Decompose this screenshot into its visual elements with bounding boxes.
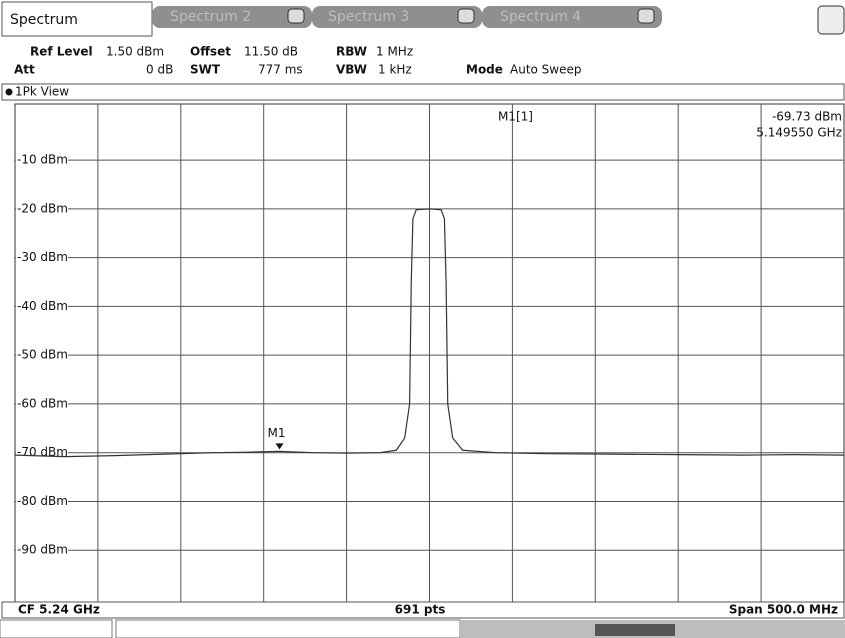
setting-label: SWT (190, 63, 221, 77)
setting-value: 0 dB (146, 63, 173, 77)
tick-label-bg (16, 543, 68, 558)
setting-value: 1 MHz (376, 45, 413, 59)
points: 691 pts (395, 603, 446, 617)
marker-readout-name: M1[1] (498, 110, 533, 124)
marker-symbol (275, 443, 284, 450)
y-tick-label: -90 dBm (17, 543, 68, 557)
tab-label[interactable]: Spectrum 3 (328, 9, 409, 25)
tick-label-bg (16, 494, 68, 509)
span: Span 500.0 MHz (729, 603, 838, 617)
close-button[interactable] (637, 8, 655, 24)
y-tick-label: -20 dBm (17, 201, 68, 215)
setting-label: Mode (466, 63, 503, 77)
tick-label-bg (16, 250, 68, 265)
tab-label[interactable]: Spectrum (10, 12, 78, 28)
menu-button[interactable] (817, 5, 845, 35)
y-tick-label: -80 dBm (17, 494, 68, 508)
view-header (1, 83, 845, 101)
tick-label-bg (16, 348, 68, 363)
setting-label: Offset (190, 45, 231, 59)
marker-label: M1 (268, 426, 286, 440)
tab[interactable] (482, 6, 662, 28)
setting-value: 777 ms (258, 63, 303, 77)
close-button[interactable] (457, 8, 475, 24)
tick-label-bg (16, 153, 68, 168)
y-tick-label: -40 dBm (17, 299, 68, 313)
y-tick-label: -70 dBm (17, 445, 68, 459)
trace (14, 208, 845, 458)
tab[interactable] (152, 6, 312, 28)
view-label: 1Pk View (15, 85, 69, 99)
status-box (115, 619, 461, 638)
status-indicator (595, 624, 675, 636)
y-tick-label: -60 dBm (17, 396, 68, 410)
setting-label: RBW (336, 45, 367, 59)
tab[interactable] (312, 6, 482, 28)
setting-value: Auto Sweep (510, 63, 582, 77)
setting-value: 1.50 dBm (106, 45, 164, 59)
tab-label[interactable]: Spectrum 4 (500, 9, 581, 25)
footer-bar (1, 601, 845, 619)
setting-label: Ref Level (30, 45, 93, 59)
setting-value: 1 kHz (378, 63, 412, 77)
marker-readout-frequency: 5.149550 GHz (756, 126, 842, 140)
y-tick-label: -10 dBm (17, 153, 68, 167)
setting-label: VBW (336, 63, 367, 77)
tick-label-bg (16, 201, 68, 216)
tick-label-bg (16, 396, 68, 411)
view-indicator (5, 88, 13, 96)
marker-readout-level: -69.73 dBm (772, 110, 842, 124)
y-tick-label: -50 dBm (17, 348, 68, 362)
status-box (0, 619, 113, 638)
setting-label: Att (14, 63, 35, 77)
divisions (97, 104, 762, 602)
close-button[interactable] (287, 8, 305, 24)
tab-label[interactable]: Spectrum 2 (170, 9, 251, 25)
y-tick-label: -30 dBm (17, 250, 68, 264)
tab-active[interactable] (1, 1, 153, 37)
center-frequency: CF 5.24 GHz (18, 603, 100, 617)
tick-label-bg (16, 299, 68, 314)
setting-value: 11.50 dB (244, 45, 298, 59)
